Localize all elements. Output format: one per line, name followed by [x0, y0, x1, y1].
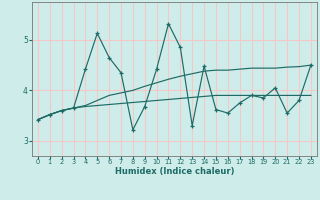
X-axis label: Humidex (Indice chaleur): Humidex (Indice chaleur): [115, 167, 234, 176]
